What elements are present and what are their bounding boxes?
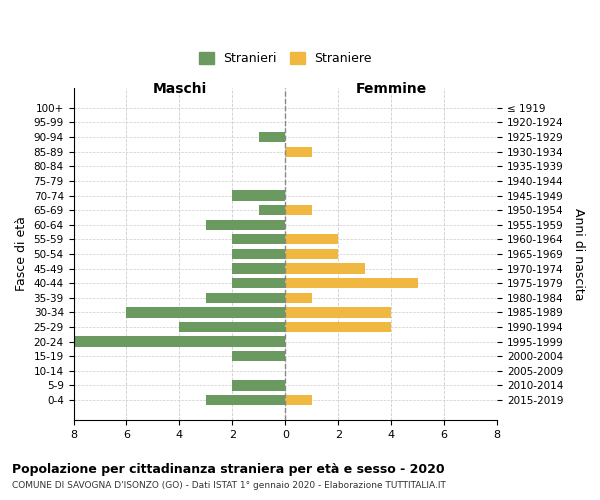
Text: COMUNE DI SAVOGNA D'ISONZO (GO) - Dati ISTAT 1° gennaio 2020 - Elaborazione TUTT: COMUNE DI SAVOGNA D'ISONZO (GO) - Dati I… <box>12 481 446 490</box>
Bar <box>74 336 286 346</box>
Bar <box>286 205 312 216</box>
Bar <box>259 132 286 142</box>
Bar <box>286 264 365 274</box>
Legend: Stranieri, Straniere: Stranieri, Straniere <box>194 48 377 70</box>
Bar <box>259 205 286 216</box>
Bar <box>206 395 286 405</box>
Bar <box>286 249 338 259</box>
Bar <box>286 234 338 244</box>
Bar <box>286 278 418 288</box>
Bar <box>206 292 286 303</box>
Bar <box>206 220 286 230</box>
Bar <box>286 292 312 303</box>
Bar <box>127 308 286 318</box>
Text: Popolazione per cittadinanza straniera per età e sesso - 2020: Popolazione per cittadinanza straniera p… <box>12 462 445 475</box>
Bar <box>232 234 286 244</box>
Y-axis label: Fasce di età: Fasce di età <box>15 216 28 292</box>
Bar <box>232 351 286 362</box>
Y-axis label: Anni di nascita: Anni di nascita <box>572 208 585 300</box>
Bar <box>286 146 312 157</box>
Text: Maschi: Maschi <box>152 82 206 96</box>
Bar <box>232 264 286 274</box>
Bar <box>286 395 312 405</box>
Bar <box>286 322 391 332</box>
Bar <box>286 308 391 318</box>
Bar <box>232 190 286 200</box>
Bar <box>232 380 286 390</box>
Bar <box>179 322 286 332</box>
Bar <box>232 249 286 259</box>
Bar <box>232 278 286 288</box>
Text: Femmine: Femmine <box>356 82 427 96</box>
